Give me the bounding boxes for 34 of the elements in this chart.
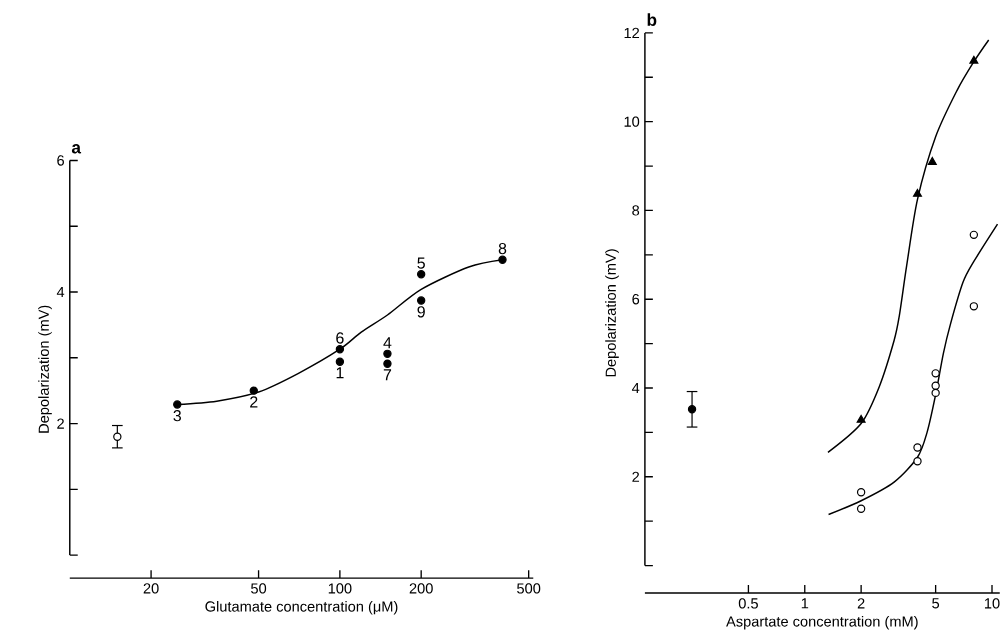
x-tick-label: 50 <box>251 583 267 594</box>
chart-title: a <box>71 144 82 154</box>
y-tick-label: 6 <box>57 155 64 166</box>
y-axis-title: Depolarization (mV) <box>605 249 619 377</box>
annotation: 6 <box>336 332 344 344</box>
y-tick-label: 2 <box>57 418 64 429</box>
annotation: 2 <box>250 396 258 408</box>
y-tick-label: 12 <box>624 27 640 39</box>
y-tick-label: 4 <box>56 287 65 298</box>
x-tick-label: 10 <box>984 598 1000 609</box>
x-tick-label: 5 <box>932 598 940 609</box>
annotation: 7 <box>383 369 392 381</box>
y-axis-title: Depolarization (mV) <box>38 305 52 433</box>
annotation: 4 <box>383 337 392 349</box>
x-tick-label: 1 <box>801 598 809 609</box>
y-tick-label: 6 <box>632 294 640 305</box>
x-axis-title: Glutamate concentration (μM) <box>205 601 398 615</box>
x-tick-label: 20 <box>143 583 159 594</box>
annotation: 8 <box>498 242 507 255</box>
annotation: 1 <box>336 367 344 379</box>
y-tick-label: 4 <box>631 383 640 394</box>
x-tick-label: 200 <box>409 583 433 594</box>
y-tick-label: 10 <box>624 116 640 127</box>
x-tick-label: 0.5 <box>738 598 758 609</box>
annotation: 9 <box>417 306 425 318</box>
x-tick-label: 500 <box>517 583 541 594</box>
y-tick-label: 2 <box>632 471 640 482</box>
x-tick-label: 2 <box>857 598 865 609</box>
x-axis-title: Aspartate concentration (mM) <box>726 615 918 630</box>
y-tick-label: 8 <box>632 205 640 216</box>
annotation: 3 <box>173 410 181 422</box>
chart-title: b <box>647 13 657 27</box>
x-tick-label: 100 <box>328 583 352 594</box>
annotation: 5 <box>417 257 425 269</box>
